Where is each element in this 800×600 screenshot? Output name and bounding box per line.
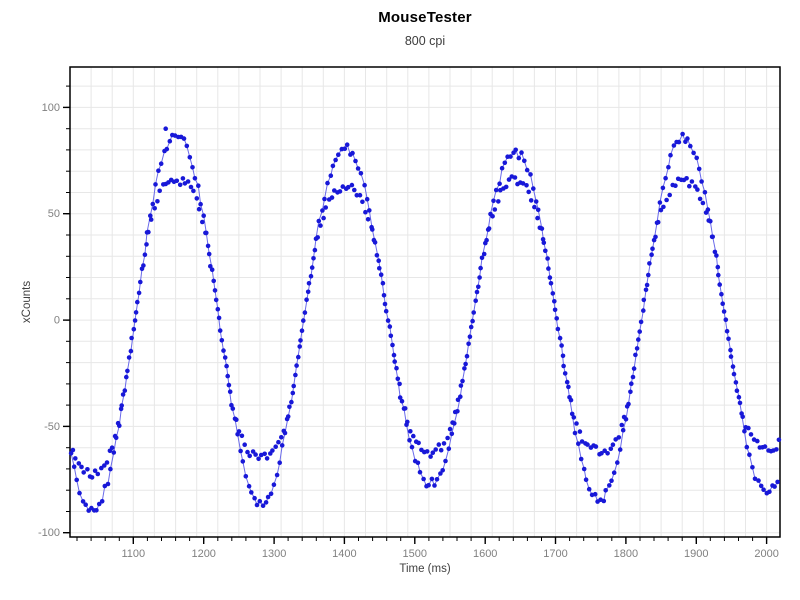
svg-text:1900: 1900 [684,548,708,560]
svg-text:1700: 1700 [543,548,567,560]
chart-subtitle: 800 cpi [404,34,446,48]
x-axis-title: Time (ms) [399,563,451,575]
y-axis-title: xCounts [21,280,33,324]
svg-text:1200: 1200 [191,548,215,560]
svg-text:100: 100 [42,102,60,114]
svg-text:-50: -50 [44,421,60,433]
svg-text:1800: 1800 [614,548,638,560]
svg-text:0: 0 [54,315,60,327]
svg-text:1400: 1400 [332,548,356,560]
svg-text:1500: 1500 [403,548,427,560]
svg-text:1600: 1600 [473,548,497,560]
svg-text:50: 50 [48,208,60,220]
chart-title: MouseTester [378,9,472,26]
svg-text:-100: -100 [38,527,60,539]
svg-text:1100: 1100 [121,548,145,560]
svg-text:2000: 2000 [754,548,778,560]
svg-text:1300: 1300 [262,548,286,560]
xcounts-points [68,126,782,513]
